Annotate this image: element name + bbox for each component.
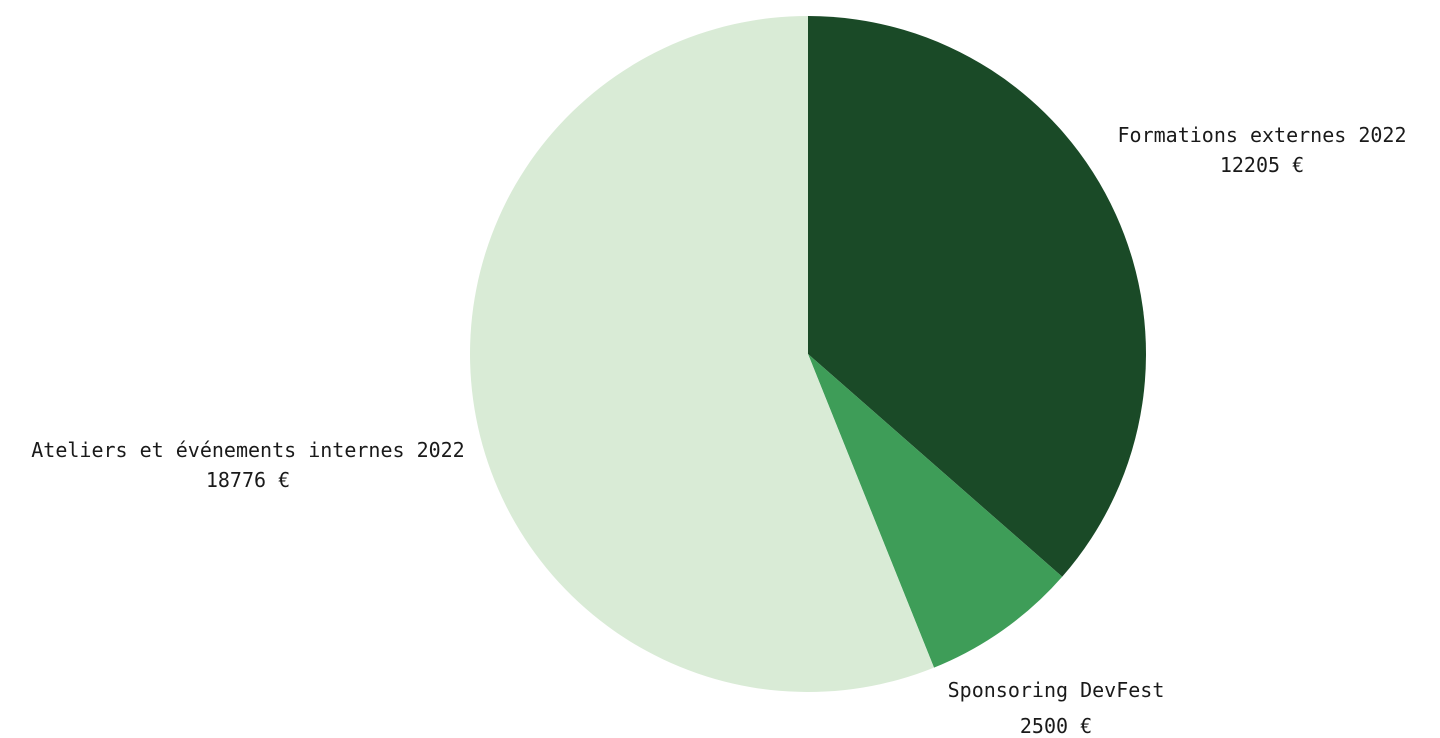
- slice-value-label-2: 18776 €: [206, 468, 290, 492]
- slice-value-label-0: 12205 €: [1220, 153, 1304, 177]
- slice-label-1: Sponsoring DevFest: [948, 678, 1165, 702]
- pie-labels: Formations externes 2022 12205 € Sponsorin…: [31, 123, 1406, 738]
- pie-slices: [470, 16, 1146, 692]
- pie-slice-2: [470, 16, 934, 692]
- pie-slice-1: [808, 354, 1063, 668]
- slice-value-label-1: 2500 €: [1020, 714, 1092, 738]
- pie-slice-0: [808, 16, 1146, 577]
- slice-label-2: Ateliers et événements internes 2022: [31, 438, 464, 462]
- slice-label-0: Formations externes 2022: [1118, 123, 1407, 147]
